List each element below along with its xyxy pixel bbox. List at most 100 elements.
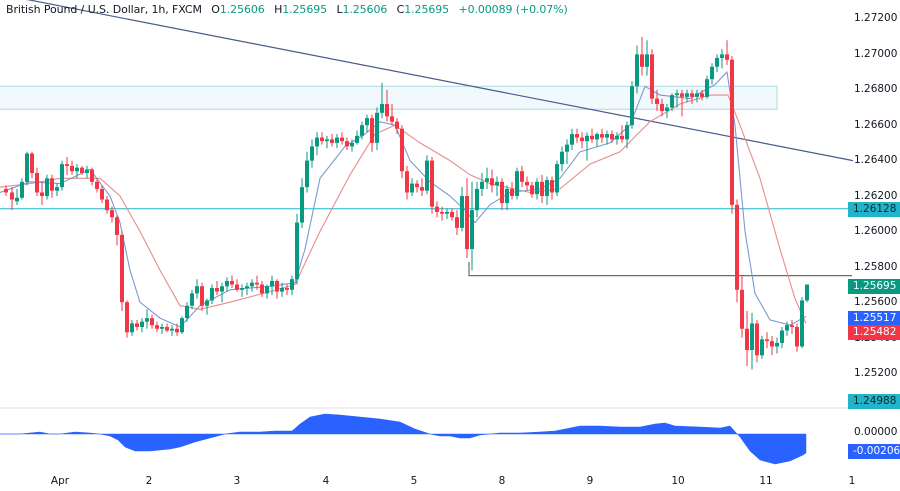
candle-body — [215, 288, 219, 292]
candle-body — [455, 217, 459, 228]
price-axis-label: 1.25200 — [854, 367, 898, 379]
candle-body — [365, 118, 369, 126]
candle-body — [10, 192, 14, 200]
candle-body — [100, 188, 104, 200]
candle-body — [45, 178, 49, 196]
candle-body — [350, 142, 354, 147]
candle-body — [710, 66, 714, 80]
candle-body — [50, 178, 54, 191]
candle-body — [775, 342, 779, 347]
candle-body — [415, 183, 419, 188]
price-axis-label: 1.25800 — [854, 261, 898, 273]
candle-body — [785, 325, 789, 331]
candle-body — [230, 280, 234, 285]
candle-body — [370, 118, 374, 143]
candle-body — [330, 139, 334, 143]
candle-body — [135, 323, 139, 327]
time-label: 1 — [848, 475, 856, 487]
candle-body — [625, 125, 629, 140]
price-axis-label: 1.27000 — [854, 48, 898, 60]
candle-body — [295, 222, 299, 280]
candle-body — [490, 178, 494, 186]
candle-body — [445, 211, 449, 214]
candle-body — [180, 318, 184, 333]
candle-body — [70, 165, 74, 172]
price-axis-label: 1.26400 — [854, 154, 898, 166]
candle-body — [790, 325, 794, 327]
candle-body — [690, 93, 694, 97]
time-label: 9 — [586, 475, 594, 487]
candle-body — [395, 121, 399, 129]
candle-body — [510, 188, 514, 196]
candle-body — [55, 187, 59, 191]
low-value: 1.25606 — [342, 3, 388, 16]
candle-body — [400, 128, 404, 172]
candle-body — [140, 321, 144, 327]
ma-fast-price-tag: 1.25517 — [848, 311, 900, 326]
candle-body — [450, 211, 454, 218]
time-label: 10 — [671, 475, 685, 487]
candle-body — [770, 341, 774, 347]
time-label: 5 — [410, 475, 418, 487]
candle-body — [760, 339, 764, 356]
candle-body — [220, 286, 224, 292]
candle-body — [160, 326, 164, 329]
candle-body — [545, 180, 549, 196]
time-label: 11 — [759, 475, 773, 487]
candle-body — [565, 144, 569, 152]
candle-body — [715, 57, 719, 67]
candle-body — [60, 164, 64, 188]
symbol-legend: British Pound / U.S. Dollar, 1h, FXCM O1… — [6, 3, 568, 16]
candle-body — [120, 234, 124, 303]
candle-body — [470, 210, 474, 250]
last-price-tag: 1.25695 — [848, 279, 900, 294]
candle-body — [440, 211, 444, 214]
candle-body — [675, 93, 679, 96]
candle-body — [185, 305, 189, 319]
candle-body — [765, 339, 769, 342]
time-label: 8 — [498, 475, 506, 487]
candle-body — [320, 137, 324, 142]
candle-body — [465, 196, 469, 250]
close-label: C — [396, 3, 405, 16]
candle-body — [560, 151, 564, 165]
candle-body — [195, 286, 199, 294]
time-label: 2 — [145, 475, 153, 487]
open-value: 1.25606 — [219, 3, 265, 16]
candle-body — [500, 181, 504, 204]
candle-body — [620, 135, 624, 140]
candle-body — [175, 328, 179, 333]
hline-price-tag: 1.26128 — [848, 202, 900, 217]
candle-body — [800, 300, 804, 347]
candle-body — [355, 135, 359, 143]
candle-body — [250, 282, 254, 287]
price-axis-label: 1.25600 — [854, 296, 898, 308]
candle-body — [200, 286, 204, 306]
candle-body — [530, 185, 534, 195]
candle-body — [25, 153, 29, 182]
candle-body — [375, 112, 379, 143]
time-label: 3 — [233, 475, 241, 487]
candle-body — [315, 137, 319, 147]
oscillator-value-tag: -0.00206 — [848, 444, 900, 459]
candle-body — [260, 284, 264, 294]
candle-body — [270, 280, 274, 287]
candle-body — [795, 326, 799, 347]
candle-body — [570, 134, 574, 145]
candle-body — [205, 300, 209, 306]
candle-body — [665, 107, 669, 112]
candle-body — [755, 323, 759, 356]
candle-body — [615, 135, 619, 140]
candle-body — [575, 134, 579, 138]
candle-body — [525, 181, 529, 186]
candle-body — [740, 289, 744, 329]
candle-body — [750, 323, 754, 350]
candle-body — [360, 125, 364, 136]
candle-body — [600, 134, 604, 138]
oscillator-zero-label: 0.00000 — [854, 426, 898, 438]
time-label: 4 — [322, 475, 330, 487]
candle-body — [780, 330, 784, 343]
candle-body — [35, 172, 39, 193]
candle-body — [335, 137, 339, 143]
